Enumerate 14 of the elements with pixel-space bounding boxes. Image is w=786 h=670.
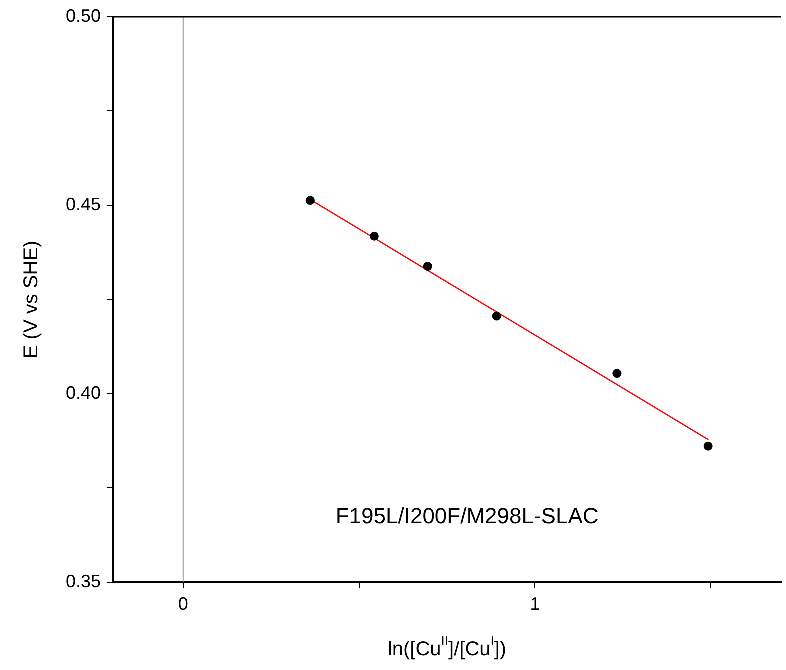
y-tick-label: 0.45 [66,194,102,214]
point [306,196,315,206]
x-tick-label: 1 [530,594,540,614]
y-axis-title: E (V vs SHE) [20,240,43,359]
y-tick-label: 0.50 [66,6,102,26]
annotation: F195L/I200F/M298L-SLAC [336,503,599,528]
x-tick-label: 0 [178,594,188,614]
point [612,369,622,378]
point [492,312,502,321]
y-tick-label: 0.35 [66,571,102,592]
point [704,442,713,451]
point [370,232,379,241]
y-tick-label: 0.40 [66,382,102,403]
point [423,262,432,272]
